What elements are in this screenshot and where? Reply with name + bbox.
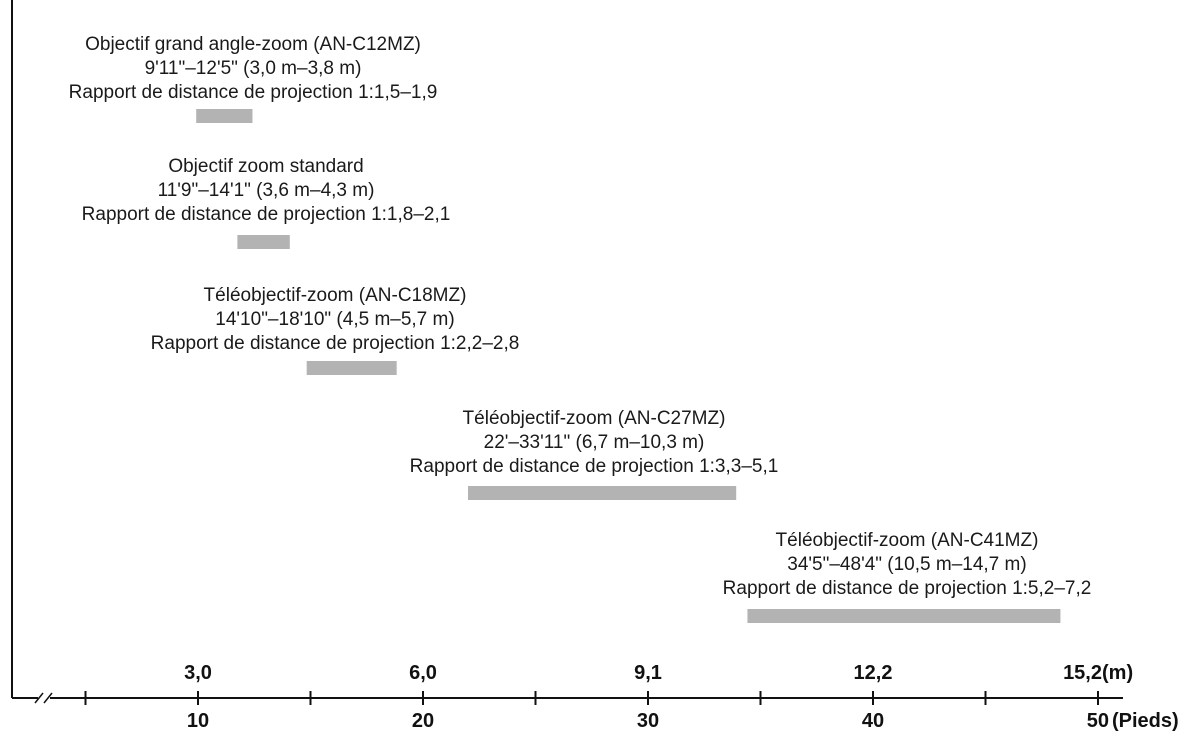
lens-throw-ratio: Rapport de distance de projection 1:5,2–… bbox=[723, 578, 1092, 599]
metric-tick-label: 3,0 bbox=[184, 662, 212, 684]
lens-range-bar bbox=[306, 361, 397, 375]
feet-unit-label: (Pieds) bbox=[1112, 710, 1179, 732]
feet-tick-label: 10 bbox=[187, 710, 209, 732]
metric-tick-label: 9,1 bbox=[634, 662, 662, 684]
lens-range-bar bbox=[196, 109, 253, 123]
axis-break-mark bbox=[34, 692, 53, 704]
feet-tick-label: 50 bbox=[1087, 710, 1109, 732]
lens-range-bar bbox=[747, 609, 1061, 623]
lens-name: Objectif zoom standard bbox=[168, 156, 363, 177]
metric-tick-label: 15,2 bbox=[1063, 662, 1102, 684]
lens-range-bar bbox=[468, 486, 737, 500]
horizontal-axis: 3,0 6,0 9,1 12,2 15,2 (m) 10 20 30 40 50 (Pieds) bbox=[12, 662, 1179, 732]
lens-group: Objectif grand angle-zoom (AN-C12MZ) 9'11… bbox=[69, 34, 438, 123]
feet-tick-label: 40 bbox=[862, 710, 884, 732]
lens-distance: 34'5"–48'4" (10,5 m–14,7 m) bbox=[787, 554, 1026, 575]
lens-throw-ratio: Rapport de distance de projection 1:1,8–… bbox=[82, 204, 451, 225]
lens-groups: Objectif grand angle-zoom (AN-C12MZ) 9'11… bbox=[69, 34, 1092, 623]
lens-name: Objectif grand angle-zoom (AN-C12MZ) bbox=[85, 34, 421, 55]
lens-group: Téléobjectif-zoom (AN-C41MZ) 34'5"–48'4" … bbox=[723, 530, 1092, 623]
lens-distance: 22'–33'11" (6,7 m–10,3 m) bbox=[484, 432, 705, 453]
lens-throw-ratio: Rapport de distance de projection 1:2,2–… bbox=[151, 333, 520, 354]
feet-tick-label: 30 bbox=[637, 710, 659, 732]
metric-tick-label: 6,0 bbox=[409, 662, 437, 684]
lens-range-bar bbox=[237, 235, 290, 249]
metric-unit-label: (m) bbox=[1102, 662, 1133, 684]
lens-name: Téléobjectif-zoom (AN-C41MZ) bbox=[776, 530, 1039, 551]
lens-distance: 11'9"–14'1" (3,6 m–4,3 m) bbox=[158, 180, 375, 201]
lens-group: Téléobjectif-zoom (AN-C18MZ) 14'10"–18'10… bbox=[151, 285, 520, 375]
lens-throw-ratio: Rapport de distance de projection 1:3,3–… bbox=[410, 456, 779, 477]
lens-group: Téléobjectif-zoom (AN-C27MZ) 22'–33'11" (… bbox=[410, 408, 779, 500]
lens-throw-ratio: Rapport de distance de projection 1:1,5–… bbox=[69, 82, 438, 103]
lens-distance: 14'10"–18'10" (4,5 m–5,7 m) bbox=[215, 309, 454, 330]
metric-tick-label: 12,2 bbox=[854, 662, 893, 684]
lens-name: Téléobjectif-zoom (AN-C18MZ) bbox=[204, 285, 467, 306]
feet-tick-label: 20 bbox=[412, 710, 434, 732]
lens-name: Téléobjectif-zoom (AN-C27MZ) bbox=[463, 408, 726, 429]
lens-group: Objectif zoom standard 11'9"–14'1" (3,6 m… bbox=[82, 156, 451, 249]
lens-distance: 9'11"–12'5" (3,0 m–3,8 m) bbox=[145, 58, 362, 79]
